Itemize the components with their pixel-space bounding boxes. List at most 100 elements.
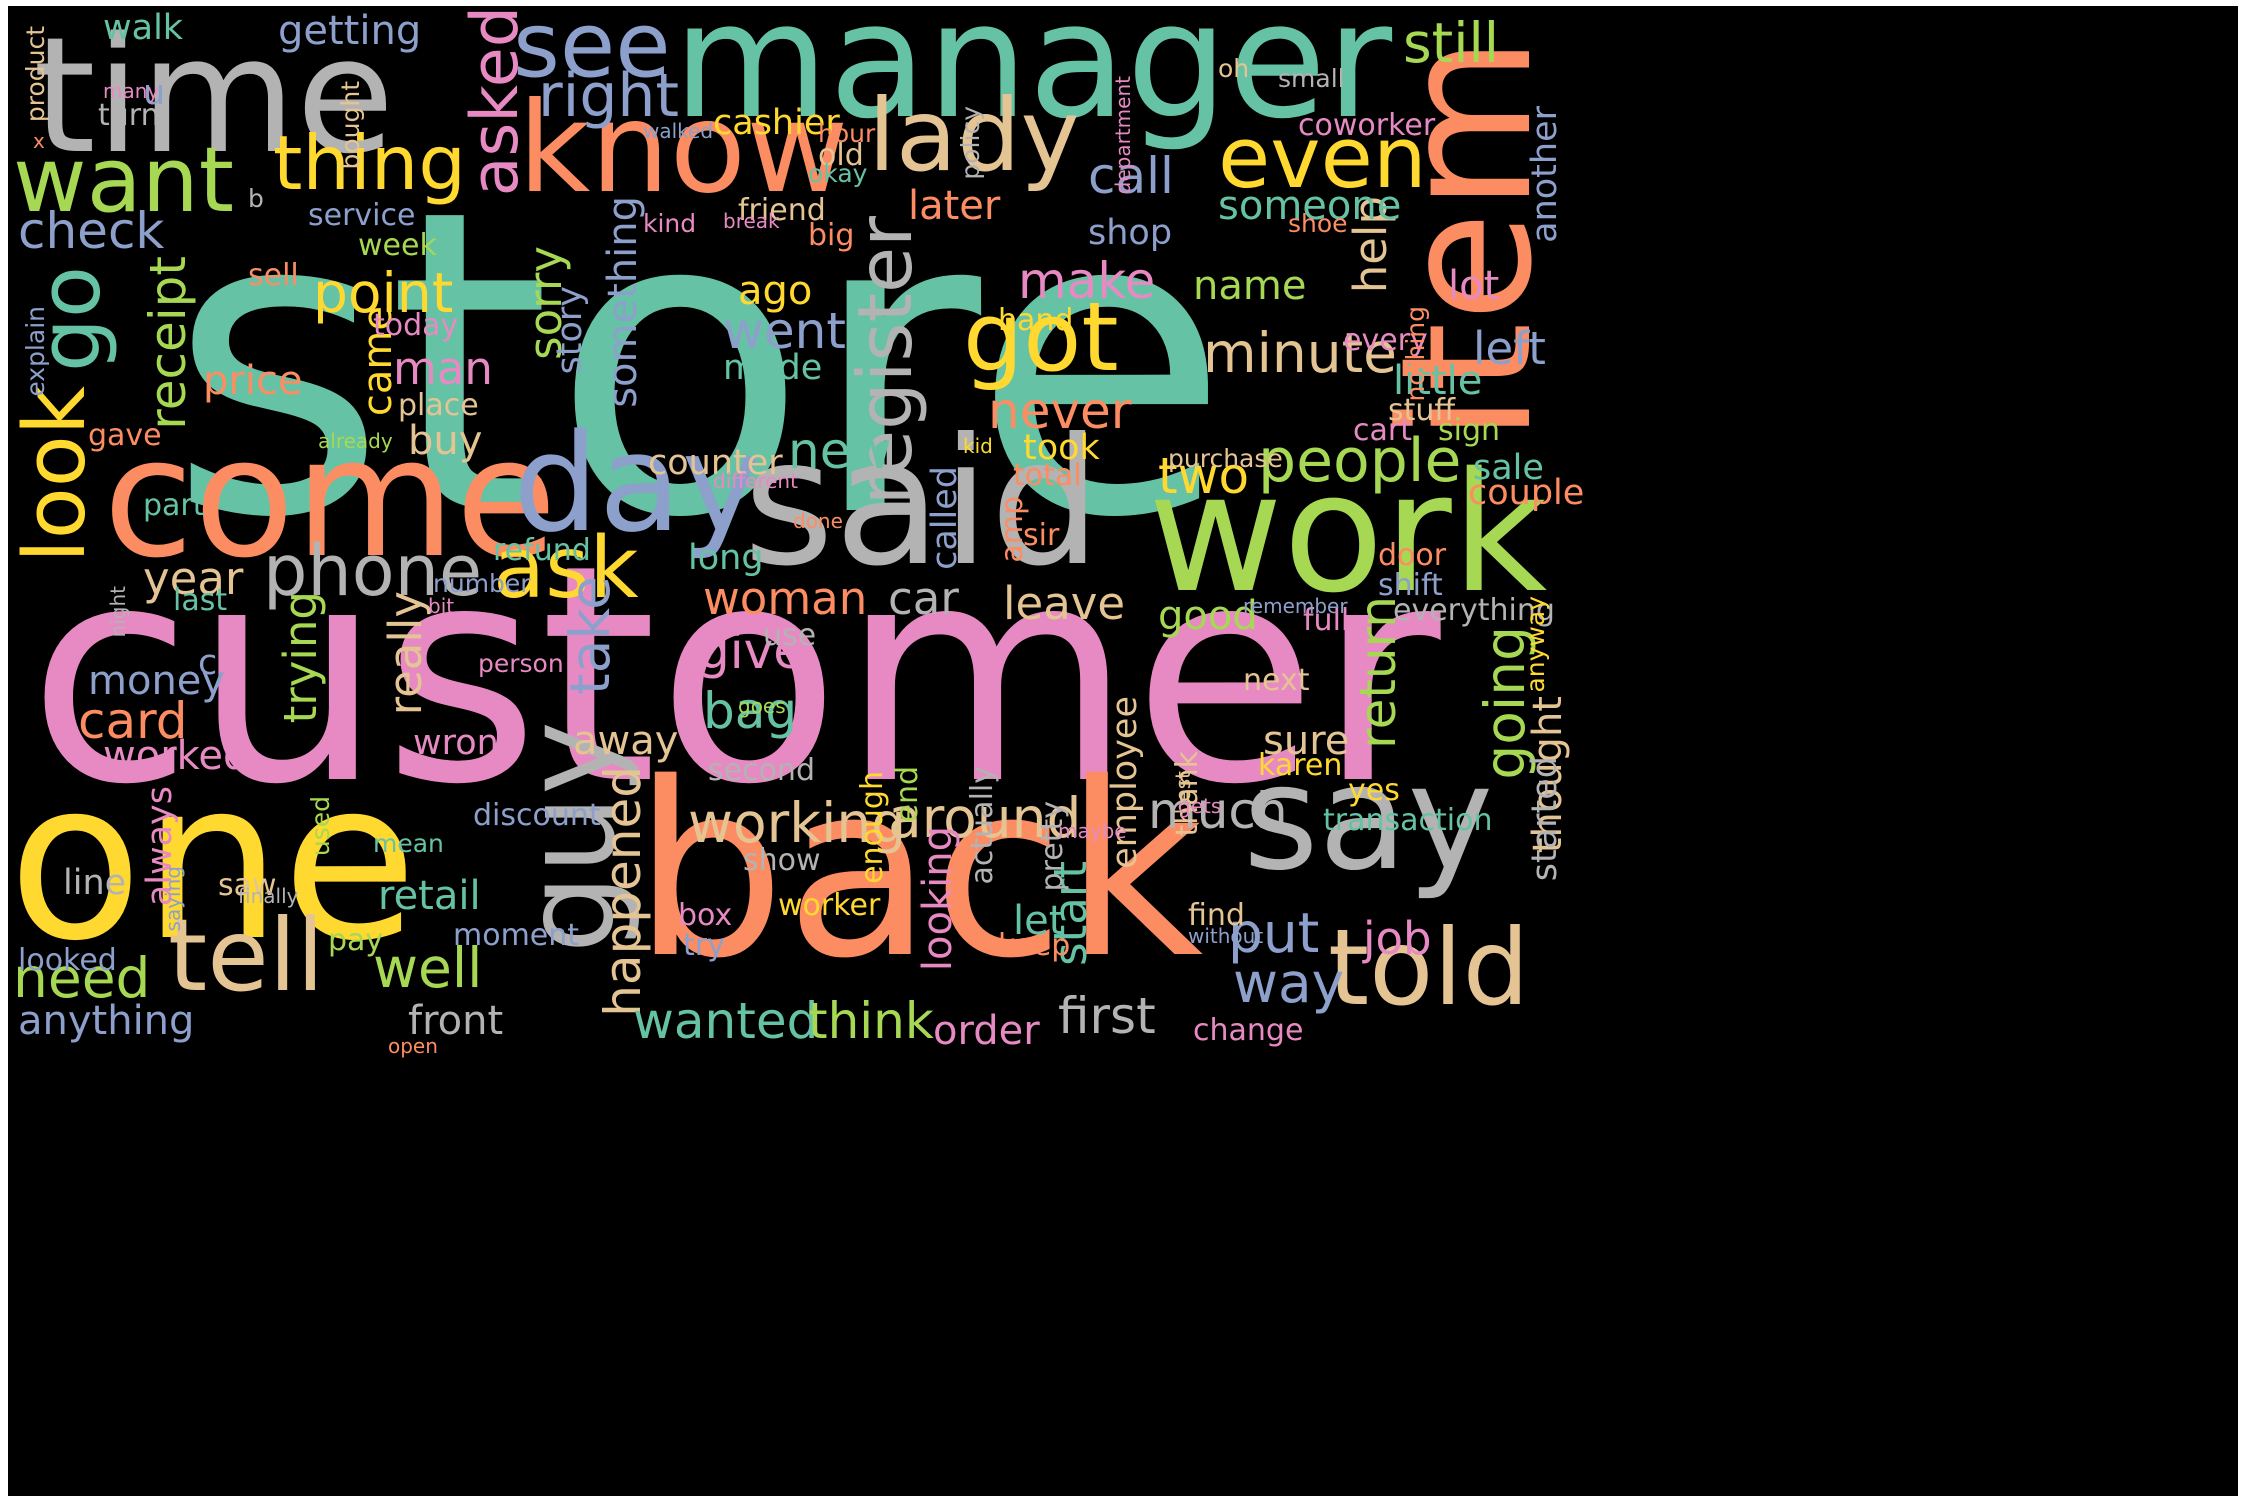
word-cart: cart (1353, 413, 1412, 448)
word-order: order (933, 1008, 1040, 1054)
word-policy: policy (956, 106, 985, 180)
word-look: look (8, 386, 105, 563)
word-x: x (33, 129, 45, 153)
word-price: price (203, 358, 303, 404)
word-pay: pay (328, 923, 384, 958)
word-around: around (888, 786, 1082, 850)
word-open: open (388, 1034, 438, 1058)
word-ask: ask (493, 519, 639, 618)
word-old: old (818, 138, 864, 173)
word-shift: shift (1378, 568, 1443, 603)
word-gets: gets (1178, 794, 1222, 818)
word-know: know (518, 76, 849, 221)
word-karen: karen (1258, 748, 1343, 783)
word-purchase: purchase (1168, 444, 1283, 473)
word-working: working (688, 791, 907, 855)
word-point: point (313, 261, 454, 325)
word-discount: discount (473, 798, 601, 833)
word-people: people (1258, 426, 1462, 496)
word-card: card (78, 692, 188, 750)
word-way: way (1233, 951, 1345, 1015)
word-yes: yes (1348, 773, 1400, 808)
word-u: u (143, 73, 166, 113)
word-next: next (1243, 663, 1310, 698)
word-person: person (478, 649, 564, 678)
word-coworker: coworker (1298, 108, 1436, 143)
word-leave: leave (1003, 577, 1126, 630)
word-goes: goes (738, 694, 786, 718)
word-couple: couple (1468, 473, 1585, 513)
word-time: time (33, 6, 395, 189)
word-front: front (408, 998, 504, 1044)
word-already: already (318, 429, 393, 453)
word-cashier: cashier (713, 103, 840, 143)
word-service: service (308, 198, 416, 233)
word-moment: moment (453, 918, 580, 953)
word-wrong: wrong (413, 723, 522, 763)
word-refund: refund (493, 533, 591, 568)
word-tell: tell (168, 897, 325, 1014)
word-kid: kid (963, 434, 993, 458)
word-without: without (1188, 924, 1264, 948)
word-give: give (698, 622, 804, 680)
word-lot: lot (1448, 263, 1500, 309)
word-away: away (573, 718, 679, 764)
word-shoe: shoe (1288, 209, 1348, 238)
word-work: work (1148, 437, 1548, 629)
word-started: started (1525, 756, 1565, 882)
word-product: product (21, 26, 50, 123)
word-asked: asked (458, 6, 533, 197)
word-call: call (1088, 147, 1174, 205)
word-total: total (1013, 458, 1082, 493)
word-receipt: receipt (139, 256, 197, 430)
word-new: new (788, 422, 892, 480)
word-sell: sell (248, 258, 299, 293)
word-took: took (1023, 428, 1100, 468)
word-called: called (925, 466, 965, 570)
word-c: c (198, 643, 218, 683)
word-door: door (1378, 538, 1447, 573)
word-friend: friend (738, 193, 826, 228)
word-much: much (1148, 782, 1288, 840)
word-shop: shop (1088, 213, 1173, 253)
word-buy: buy (408, 418, 483, 464)
word-one: one (8, 733, 418, 989)
word-today: today (373, 308, 459, 343)
word-anything: anything (18, 998, 195, 1044)
word-sir: sir (1023, 518, 1060, 553)
word-looking: looking (915, 826, 961, 972)
word-made: made (723, 348, 823, 388)
word-number: number (433, 569, 531, 598)
word-getting: getting (278, 8, 422, 54)
word-really: really (379, 591, 432, 716)
word-thing: thing (273, 119, 466, 207)
word-break: break (723, 209, 780, 233)
word-ago: ago (738, 268, 813, 314)
word-two: two (1158, 447, 1250, 505)
word-story: story (550, 286, 590, 375)
word-manager: manager (673, 6, 1393, 154)
word-said: said (743, 402, 1102, 605)
word-nothing: nothing (1401, 306, 1430, 402)
word-still: still (1403, 11, 1500, 75)
word-week: week (358, 228, 437, 263)
word-need: need (13, 946, 151, 1010)
word-first: first (1058, 987, 1156, 1045)
word-explain: explain (21, 306, 50, 397)
word-transaction: transaction (1323, 803, 1493, 838)
word-want: want (13, 128, 235, 233)
word-second: second (708, 753, 815, 788)
word-trying: trying (274, 591, 327, 724)
word-many: many (103, 79, 160, 103)
word-customer: customer (28, 501, 1441, 850)
word-long: long (688, 538, 764, 578)
word-finally: finally (238, 884, 299, 908)
word-show: show (743, 843, 821, 878)
word-cloud: store customer manager back one time said item c… (8, 6, 2238, 1496)
word-kind: kind (643, 209, 697, 238)
word-full: full (1303, 603, 1350, 638)
word-okay: okay (808, 159, 868, 188)
word-walk: walk (103, 8, 184, 48)
word-mean: mean (373, 829, 444, 858)
word-another: another (1525, 106, 1565, 243)
